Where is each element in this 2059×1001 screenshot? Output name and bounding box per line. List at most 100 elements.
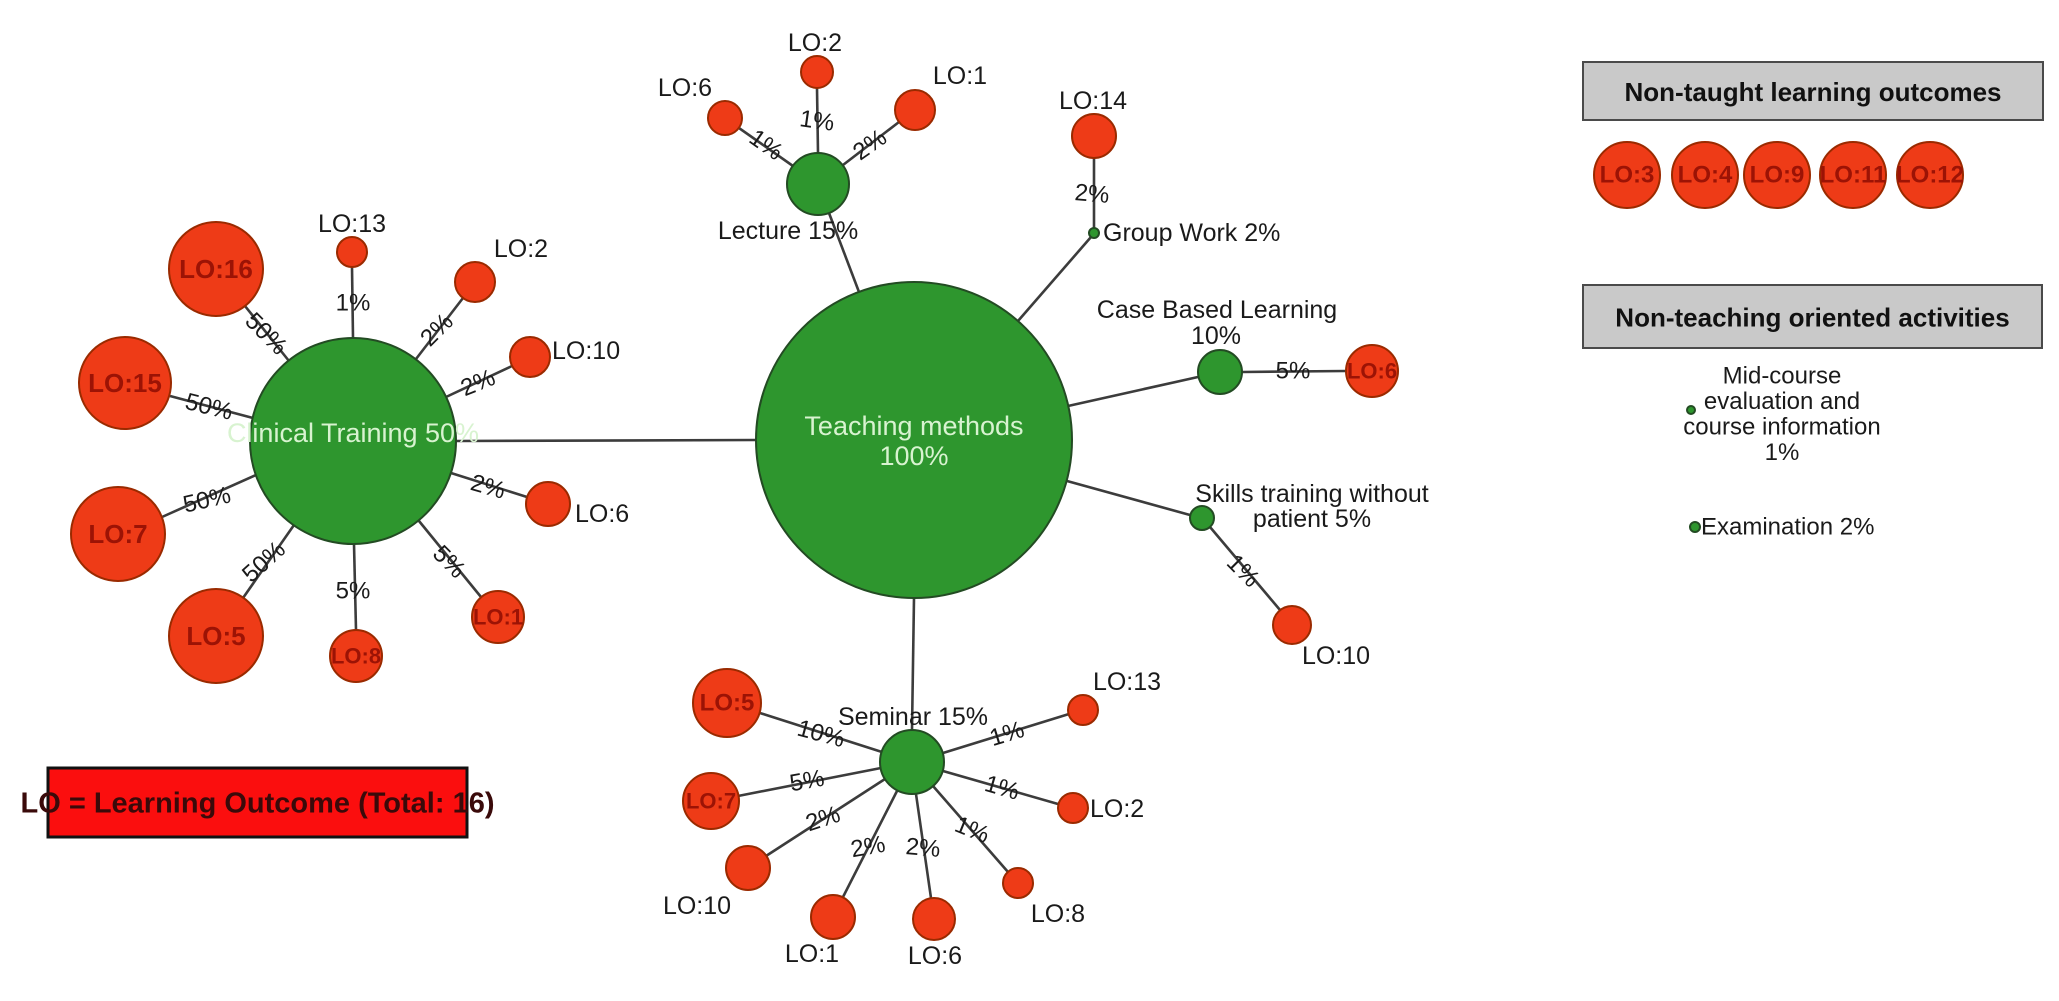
midcourse-label-line-2: course information <box>1683 414 1880 441</box>
node-label-lo15-clinical: LO:15 <box>88 368 162 398</box>
edge-lecture-lo1 <box>842 120 900 167</box>
edge-label-clinical-lo16: 50% <box>239 307 292 360</box>
edge-seminar-lo5 <box>759 711 883 754</box>
edge-tm-clinical <box>455 438 757 443</box>
node-label-lo1-clinical: LO:1 <box>473 605 523 630</box>
node-lo7-clinical <box>70 486 166 582</box>
edge-tm-case-based <box>1067 375 1199 408</box>
edge-seminar-lo6 <box>914 793 933 899</box>
edge-label-seminar-lo6: 2% <box>905 833 942 863</box>
edge-label-seminar-lo2: 1% <box>982 770 1023 806</box>
node-label-seminar: Seminar 15% <box>838 703 988 731</box>
node-label-lo5-seminar: LO:5 <box>700 690 755 717</box>
node-lecture <box>786 152 850 216</box>
node-teaching-methods <box>755 281 1073 599</box>
node-lo5-clinical <box>168 588 264 684</box>
edge-label-case-based-lo6: 5% <box>1276 358 1311 385</box>
node-label-skills-training: Skills training without <box>1195 480 1428 508</box>
edge-clinical-lo10 <box>445 364 513 399</box>
node-lo2-clinical <box>454 261 496 303</box>
node-lo5-seminar <box>692 668 762 738</box>
edge-label-groupwork-lo14: 2% <box>1074 179 1111 209</box>
edge-clinical-lo16 <box>243 305 291 362</box>
node-lo2-seminar <box>1057 792 1089 824</box>
node-label-lo3-legend: LO:3 <box>1600 162 1655 189</box>
node-lo1-seminar <box>810 894 856 940</box>
node-lo1-clinical <box>471 590 525 644</box>
edge-seminar-lo10 <box>765 777 886 858</box>
edge-label-lecture-lo1: 2% <box>848 124 892 166</box>
node-label-lo12-legend: LO:12 <box>1896 162 1964 189</box>
node-lo7-seminar <box>682 772 740 830</box>
edge-label-clinical-lo2: 2% <box>415 308 459 352</box>
edge-clinical-lo13 <box>350 266 355 339</box>
node-label-clinical-training: Clinical Training 50% <box>227 418 479 448</box>
legend-nontaught-box-title: Non-taught learning outcomes <box>1625 77 2002 107</box>
node-label-lo10-clinical: LO:10 <box>552 337 620 365</box>
edge-label-seminar-lo10: 2% <box>802 801 843 837</box>
edge-label-seminar-lo13: 1% <box>986 716 1027 752</box>
edge-label-clinical-lo6: 2% <box>468 469 509 505</box>
edge-label-clinical-lo5: 50% <box>237 536 291 588</box>
node-lo6-lecture <box>707 100 743 136</box>
node-label-lo4-legend: LO:4 <box>1678 162 1733 189</box>
edge-label-lecture-lo6: 1% <box>744 124 788 166</box>
edge-label-clinical-lo10: 2% <box>457 364 499 402</box>
edge-clinical-lo2 <box>414 297 465 360</box>
node-label-lo14-groupwork: LO:14 <box>1059 87 1127 115</box>
edge-clinical-lo1 <box>417 520 483 598</box>
node-clinical-training <box>249 337 457 545</box>
node-label2-teaching-methods: 100% <box>879 441 948 471</box>
edge-tm-skills <box>1066 479 1191 517</box>
node-label-lo13-clinical: LO:13 <box>318 210 386 238</box>
node-lo6-case-based <box>1345 344 1399 398</box>
node-label-group-work: Group Work 2% <box>1103 219 1280 247</box>
legend-nonteaching-box-title: Non-teaching oriented activities <box>1615 303 2009 333</box>
edge-seminar-lo1 <box>841 790 899 898</box>
edge-clinical-lo7 <box>161 473 257 519</box>
midcourse-label-line-1: evaluation and <box>1704 388 1860 415</box>
edge-label-seminar-lo8: 1% <box>951 811 993 849</box>
edge-label-skills-lo10: 1% <box>1221 549 1265 593</box>
node-label-lecture: Lecture 15% <box>718 217 858 245</box>
node-seminar <box>879 729 945 795</box>
node-label-teaching-methods: Teaching methods <box>804 411 1023 441</box>
node-label-lo2-seminar: LO:2 <box>1090 795 1144 823</box>
node-label-lo11-legend: LO:11 <box>1820 162 1887 189</box>
node-lo1-lecture <box>894 89 936 131</box>
node-lo12-legend <box>1896 141 1964 209</box>
node-lo13-clinical <box>336 236 368 268</box>
edge-seminar-lo8 <box>932 785 1009 873</box>
node-lo16-clinical <box>168 221 264 317</box>
edge-label-lecture-lo2: 1% <box>798 105 836 137</box>
node-label-lo6-clinical: LO:6 <box>575 500 629 528</box>
node-label-lo6-case-based: LO:6 <box>1347 359 1397 384</box>
midcourse-label-line-3: 1% <box>1765 439 1800 466</box>
legend-nonteaching-box <box>1582 284 2043 349</box>
edge-seminar-lo2 <box>942 769 1059 806</box>
edge-lecture-lo2 <box>815 87 820 154</box>
node-label-lo2-clinical: LO:2 <box>494 235 548 263</box>
node-label-lo6-seminar: LO:6 <box>908 942 962 970</box>
node-label-lo6-lecture: LO:6 <box>658 74 712 102</box>
node-label-lo1-seminar: LO:1 <box>785 940 839 968</box>
node-label2-case-based-learning: 10% <box>1191 322 1241 350</box>
edge-lecture-lo6 <box>738 126 794 168</box>
edge-tm-seminar <box>910 597 916 731</box>
node-label2-skills-training: patient 5% <box>1253 505 1371 533</box>
node-label-lo7-clinical: LO:7 <box>88 519 147 549</box>
edge-label-clinical-lo13: 1% <box>336 290 371 317</box>
node-case-based-learning <box>1197 349 1243 395</box>
node-label-lo16-clinical: LO:16 <box>179 254 253 284</box>
node-lo14-groupwork <box>1071 113 1117 159</box>
node-label-lo8-clinical: LO:8 <box>331 644 381 669</box>
node-lo8-seminar <box>1002 867 1034 899</box>
midcourse-label-line-0: Mid-course <box>1723 363 1842 390</box>
edge-clinical-lo5 <box>241 524 296 599</box>
node-lo2-lecture <box>800 55 834 89</box>
node-lo15-clinical <box>78 336 172 430</box>
node-lo3-legend <box>1593 141 1661 209</box>
edge-label-seminar-lo7: 5% <box>788 765 827 798</box>
